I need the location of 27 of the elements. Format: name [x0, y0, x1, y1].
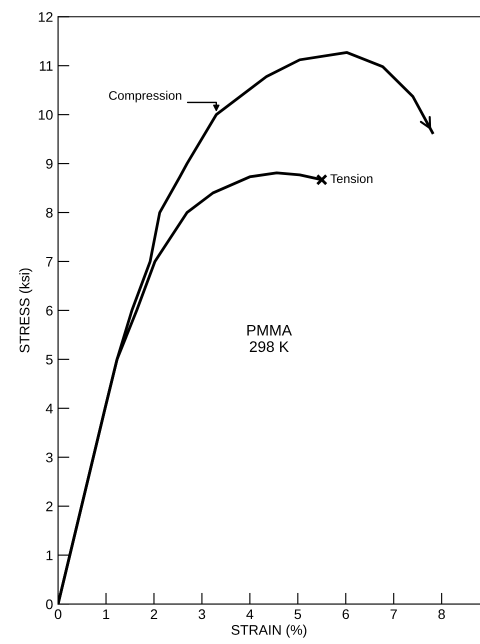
y-tick-label: 0: [46, 599, 53, 610]
y-tick-label: 7: [46, 256, 53, 266]
y-tick-label: 4: [46, 404, 53, 414]
x-tick-label: 5: [294, 609, 302, 620]
y-tick-label: 2: [46, 502, 53, 512]
y-tick-label: 11: [40, 61, 53, 71]
x-axis-title: STRAIN (%): [231, 624, 306, 638]
y-tick-label: 10: [38, 110, 53, 120]
x-tick-label: 6: [342, 609, 350, 620]
annotation: Tension: [330, 174, 372, 184]
x-tick-label: 8: [438, 609, 445, 620]
y-tick-label: 3: [46, 452, 53, 462]
y-tick-label: 1: [46, 550, 53, 560]
annotation: Compression: [109, 90, 182, 102]
x-tick-label: 3: [198, 609, 206, 620]
y-tick-label: 6: [46, 306, 53, 316]
y-tick-label: 8: [46, 208, 53, 218]
y-tick-label: 5: [46, 354, 53, 365]
x-tick-label: 2: [150, 609, 158, 619]
x-tick-label: 1: [103, 609, 110, 619]
y-axis-title: STRESS (ksi): [19, 268, 32, 353]
annotation: PMMA 298 K: [247, 324, 292, 352]
x-tick-label: 7: [390, 609, 397, 619]
x-tick-label: 0: [54, 609, 62, 620]
y-tick-label: 9: [46, 158, 53, 169]
y-tick-label: 12: [38, 12, 53, 22]
x-tick-label: 4: [246, 609, 254, 619]
